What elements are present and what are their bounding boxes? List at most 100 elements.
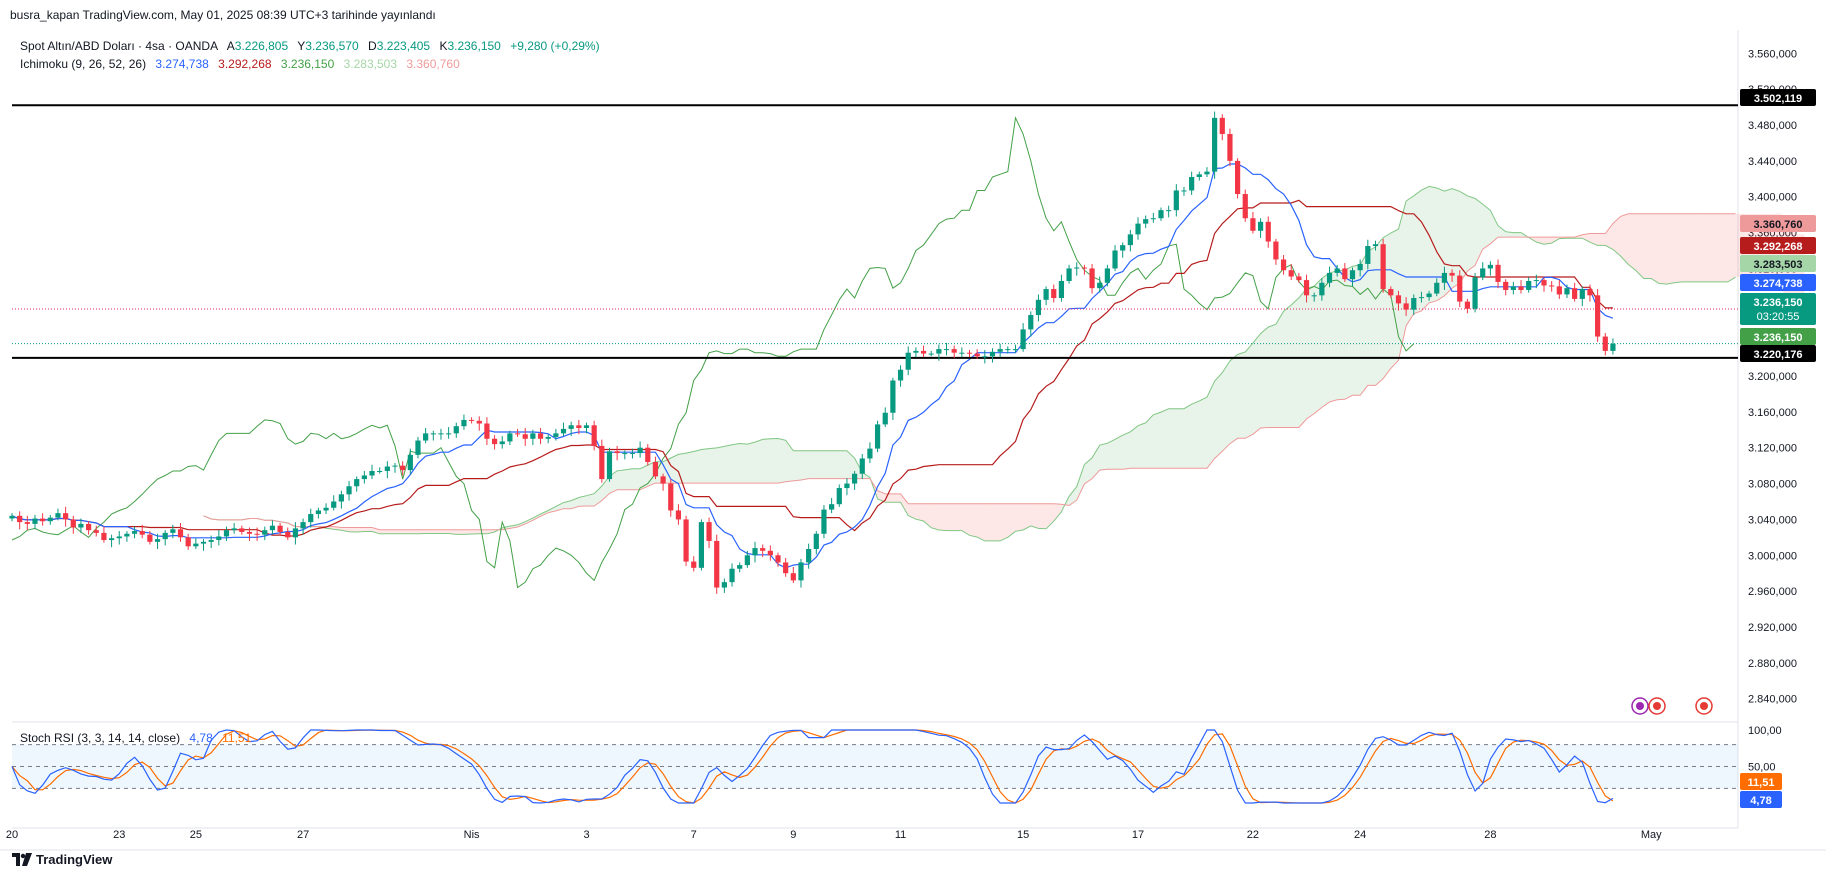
candle-body <box>545 436 551 439</box>
candle-body <box>438 433 444 435</box>
x-tick-label: Nis <box>464 829 480 841</box>
ichimoku-conversion: 3.274,738 <box>155 57 209 71</box>
stoch-tag <box>1740 791 1782 808</box>
candle-body <box>1028 315 1034 330</box>
candle-body <box>1051 289 1057 299</box>
x-tick-label: 23 <box>113 829 125 841</box>
ichimoku-cloud <box>203 186 1805 541</box>
candle-body <box>905 352 911 370</box>
candle-body <box>530 433 536 439</box>
candle-body <box>1204 171 1210 175</box>
candle-body <box>223 530 230 537</box>
tradingview-logo-icon <box>12 852 32 867</box>
cloud-segment <box>1697 213 1705 282</box>
candle-body <box>491 438 498 445</box>
candle-body <box>446 433 452 435</box>
y-tick-label: 3.440,000 <box>1748 156 1797 168</box>
y-tick-label: 2.960,000 <box>1748 586 1797 598</box>
candle-body <box>721 582 727 588</box>
price-tag-label: 3.236,150 <box>1754 297 1803 309</box>
candle-body <box>78 523 84 528</box>
cloud-segment <box>1099 443 1108 471</box>
candle-body <box>729 568 735 583</box>
brand-name: TradingView <box>36 852 113 867</box>
candle-body <box>1388 289 1394 296</box>
cloud-segment <box>1421 186 1430 312</box>
cloud-segment <box>969 503 978 538</box>
candle-body <box>1127 234 1133 246</box>
candle-body <box>1395 295 1402 304</box>
cloud-segment <box>456 529 464 535</box>
cloud-segment <box>800 450 809 480</box>
cloud-segment <box>1505 231 1514 238</box>
cloud-segment <box>395 529 403 534</box>
candle-body <box>1227 133 1233 161</box>
candle-body <box>1556 286 1562 295</box>
cloud-segment <box>1038 503 1047 529</box>
cloud-segment <box>1658 213 1667 285</box>
cloud-segment <box>1498 225 1506 238</box>
tradingview-brand[interactable]: TradingView <box>12 852 112 867</box>
cloud-segment <box>961 503 970 536</box>
candle-body <box>292 528 299 538</box>
cloud-segment <box>1199 397 1207 469</box>
price-tag <box>1740 237 1816 254</box>
symbol-name[interactable]: Spot Altın/ABD Doları · 4sa · OANDA <box>20 39 219 53</box>
candle-body <box>47 517 53 522</box>
candle-body <box>829 504 835 510</box>
cloud-segment <box>1138 422 1146 469</box>
candle-body <box>154 539 161 542</box>
cloud-segment <box>1092 445 1100 479</box>
candle-body <box>1250 218 1256 231</box>
cloud-segment <box>1582 233 1590 243</box>
candle-body <box>40 518 46 522</box>
y-tick-label: 3.080,000 <box>1748 479 1797 491</box>
candle-body <box>1135 223 1141 235</box>
candle-body <box>208 540 214 542</box>
cloud-segment <box>1666 213 1675 285</box>
candle-body <box>1212 117 1218 172</box>
x-tick-label: 11 <box>895 829 906 841</box>
candle-body <box>874 424 881 449</box>
candle-body <box>698 522 704 568</box>
cloud-segment <box>1612 216 1621 257</box>
cloud-segment <box>1145 414 1154 469</box>
candle-body <box>1219 117 1225 134</box>
cloud-segment <box>778 438 786 484</box>
cloud-segment <box>915 503 924 521</box>
candle-body <box>1610 343 1616 351</box>
cloud-segment <box>341 527 350 532</box>
cloud-segment <box>1321 272 1330 408</box>
y-tick-label: 2.880,000 <box>1748 658 1797 670</box>
candle-body <box>637 447 643 454</box>
cloud-segment <box>509 524 518 529</box>
cloud-segment <box>984 503 993 541</box>
candle-body <box>453 426 459 434</box>
cloud-segment <box>1681 213 1690 282</box>
candle-body <box>1472 277 1478 309</box>
candle-body <box>116 536 122 539</box>
y-tick-label: 3.120,000 <box>1748 443 1797 455</box>
x-tick-label: 3 <box>583 829 589 841</box>
candle-body <box>744 555 750 566</box>
candle-body <box>1303 280 1310 296</box>
cloud-segment <box>1605 223 1613 250</box>
cloud-segment <box>892 493 901 503</box>
stoch-label[interactable]: Stoch RSI (3, 3, 14, 14, close) <box>20 731 181 745</box>
cloud-segment <box>1015 503 1024 532</box>
price-tag <box>1740 89 1816 106</box>
cloud-segment <box>1475 198 1483 266</box>
candle-body <box>1441 272 1448 283</box>
cloud-segment <box>1337 270 1345 400</box>
candle-body <box>108 538 115 541</box>
candle-body <box>277 525 283 532</box>
cloud-segment <box>1452 188 1460 289</box>
cloud-segment <box>1229 354 1238 444</box>
cloud-segment <box>693 449 702 484</box>
candle-body <box>1342 268 1348 280</box>
ichimoku-label[interactable]: Ichimoku (9, 26, 52, 26) <box>20 57 147 71</box>
x-tick-label: 7 <box>691 829 697 841</box>
cloud-segment <box>977 503 985 541</box>
candle-body <box>70 519 76 528</box>
